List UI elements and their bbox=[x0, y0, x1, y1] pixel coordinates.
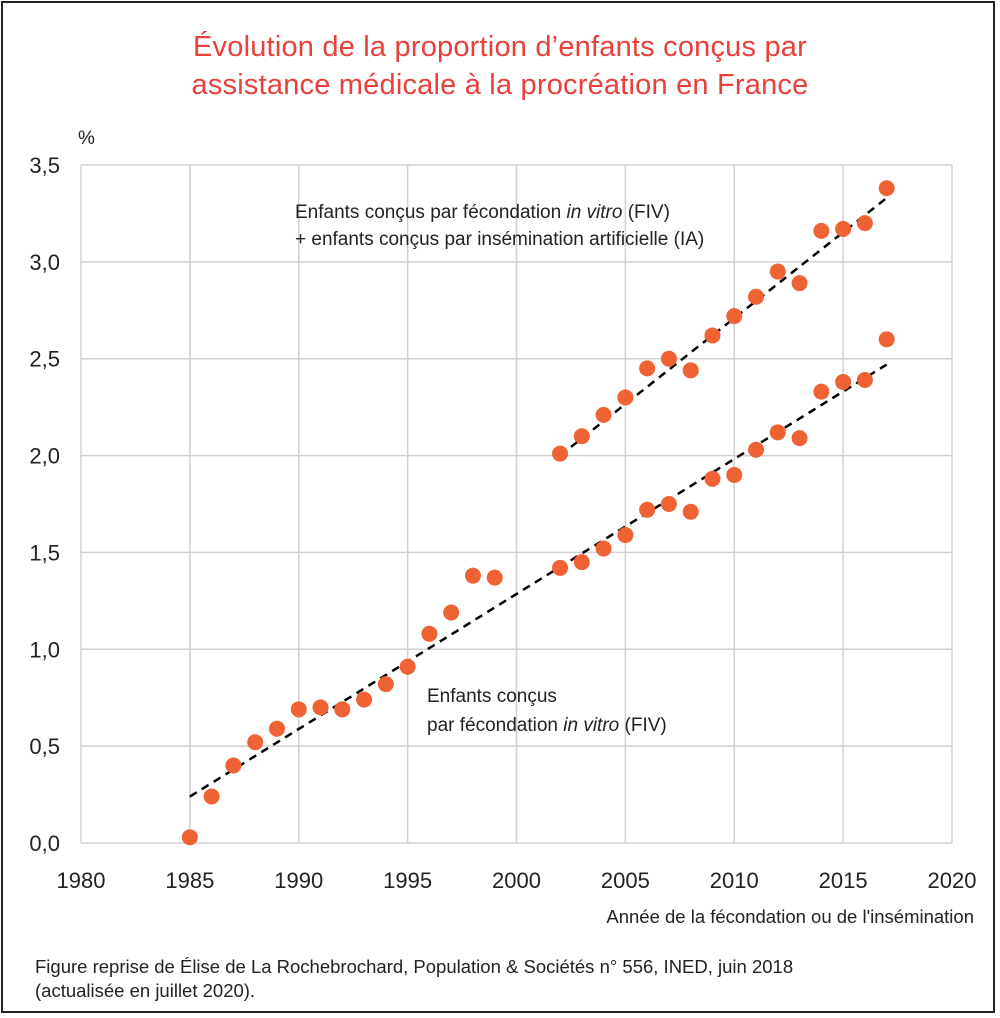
x-tick-label: 1995 bbox=[383, 868, 432, 893]
y-tick-label: 0,5 bbox=[29, 734, 60, 759]
data-point-fiv bbox=[660, 496, 677, 512]
data-point-fiv bbox=[486, 569, 503, 586]
data-point-fiv bbox=[421, 625, 438, 642]
data-point-fiv bbox=[878, 331, 895, 348]
chart-title-line-2: assistance médicale à la procréation en … bbox=[191, 69, 809, 101]
source-line-1: Figure reprise de Élise de La Rochebroch… bbox=[35, 956, 794, 977]
data-point-fiv-ia bbox=[617, 389, 634, 406]
data-point-fiv bbox=[356, 691, 373, 708]
x-tick-label: 2020 bbox=[928, 868, 977, 893]
data-point-fiv bbox=[290, 701, 307, 718]
data-point-fiv bbox=[726, 466, 743, 483]
x-tick-label: 1990 bbox=[274, 868, 323, 893]
data-point-fiv-ia bbox=[573, 428, 590, 445]
source-note: Figure reprise de Élise de La Rochebroch… bbox=[35, 955, 793, 1003]
trend-line-fiv bbox=[189, 363, 888, 798]
data-point-fiv-ia bbox=[704, 327, 721, 344]
x-tick-label: 2010 bbox=[710, 868, 759, 893]
source-line-2: (actualisée en juillet 2020). bbox=[35, 980, 256, 1001]
data-point-fiv bbox=[181, 829, 198, 846]
chart-title: Évolution de la proportion d’enfants con… bbox=[0, 28, 1000, 104]
data-point-fiv bbox=[791, 430, 808, 447]
annotation-fiv-ia-line-1: Enfants conçus par fécondation in vitro … bbox=[295, 202, 670, 223]
annotation-fiv-ia-line-2: + enfants conçus par insémination artifi… bbox=[295, 229, 704, 250]
y-axis-unit-label: % bbox=[78, 128, 95, 149]
data-point-fiv bbox=[748, 441, 765, 458]
data-point-fiv bbox=[769, 424, 786, 441]
data-point-fiv bbox=[399, 658, 416, 675]
data-point-fiv bbox=[443, 604, 460, 621]
data-point-fiv-ia bbox=[748, 288, 765, 305]
data-point-fiv bbox=[856, 372, 873, 389]
chart-title-line-1: Évolution de la proportion d’enfants con… bbox=[193, 31, 807, 63]
data-point-fiv-ia bbox=[552, 445, 569, 462]
data-point-fiv bbox=[682, 503, 699, 520]
x-axis-ticks: 1980 1985 1990 1995 2000 2005 2010 2015 2020 bbox=[57, 868, 977, 893]
data-point-fiv-ia bbox=[878, 180, 895, 197]
data-point-fiv bbox=[573, 554, 590, 571]
data-point-fiv-ia bbox=[726, 308, 743, 325]
data-point-fiv bbox=[334, 701, 351, 718]
y-tick-label: 3,0 bbox=[29, 250, 60, 275]
y-tick-label: 2,5 bbox=[29, 347, 60, 372]
y-tick-label: 3,5 bbox=[29, 153, 60, 178]
x-tick-label: 1980 bbox=[57, 868, 106, 893]
data-point-fiv-ia bbox=[682, 362, 699, 379]
x-axis-title: Année de la fécondation ou de l'insémina… bbox=[606, 906, 974, 927]
y-tick-label: 2,0 bbox=[29, 444, 60, 469]
data-point-fiv-ia bbox=[639, 360, 656, 377]
data-point-fiv bbox=[225, 757, 242, 774]
data-point-fiv-ia bbox=[660, 350, 677, 367]
data-point-fiv bbox=[268, 720, 285, 737]
data-point-fiv-ia bbox=[813, 222, 830, 239]
data-point-fiv bbox=[617, 526, 634, 543]
data-point-fiv bbox=[639, 501, 656, 518]
trend-lines bbox=[189, 196, 888, 798]
annotation-fiv-line-2: par fécondation in vitro (FIV) bbox=[427, 715, 667, 736]
data-point-fiv bbox=[464, 567, 481, 584]
data-point-fiv bbox=[813, 383, 830, 400]
data-point-fiv-ia bbox=[856, 215, 873, 232]
data-point-fiv bbox=[247, 734, 264, 751]
x-tick-label: 2000 bbox=[492, 868, 541, 893]
data-point-fiv bbox=[203, 788, 220, 805]
data-point-fiv-ia bbox=[769, 263, 786, 280]
data-point-fiv bbox=[835, 373, 852, 390]
data-point-fiv bbox=[377, 676, 394, 693]
data-point-fiv bbox=[595, 540, 612, 557]
x-tick-label: 1985 bbox=[165, 868, 214, 893]
y-axis-ticks: 0,0 0,5 1,0 1,5 2,0 2,5 3,0 3,5 bbox=[29, 153, 60, 856]
grid-lines bbox=[80, 164, 953, 844]
data-point-fiv bbox=[552, 559, 569, 576]
data-point-fiv-ia bbox=[791, 275, 808, 292]
x-tick-label: 2015 bbox=[819, 868, 868, 893]
data-point-fiv-ia bbox=[835, 220, 852, 237]
data-point-fiv bbox=[312, 699, 329, 716]
data-point-fiv bbox=[704, 470, 721, 487]
data-points bbox=[181, 180, 895, 846]
y-tick-label: 1,0 bbox=[29, 637, 60, 662]
y-tick-label: 0,0 bbox=[29, 831, 60, 856]
y-tick-label: 1,5 bbox=[29, 540, 60, 565]
annotation-fiv-line-1: Enfants conçus bbox=[427, 686, 557, 707]
data-point-fiv-ia bbox=[595, 406, 612, 423]
x-tick-label: 2005 bbox=[601, 868, 650, 893]
